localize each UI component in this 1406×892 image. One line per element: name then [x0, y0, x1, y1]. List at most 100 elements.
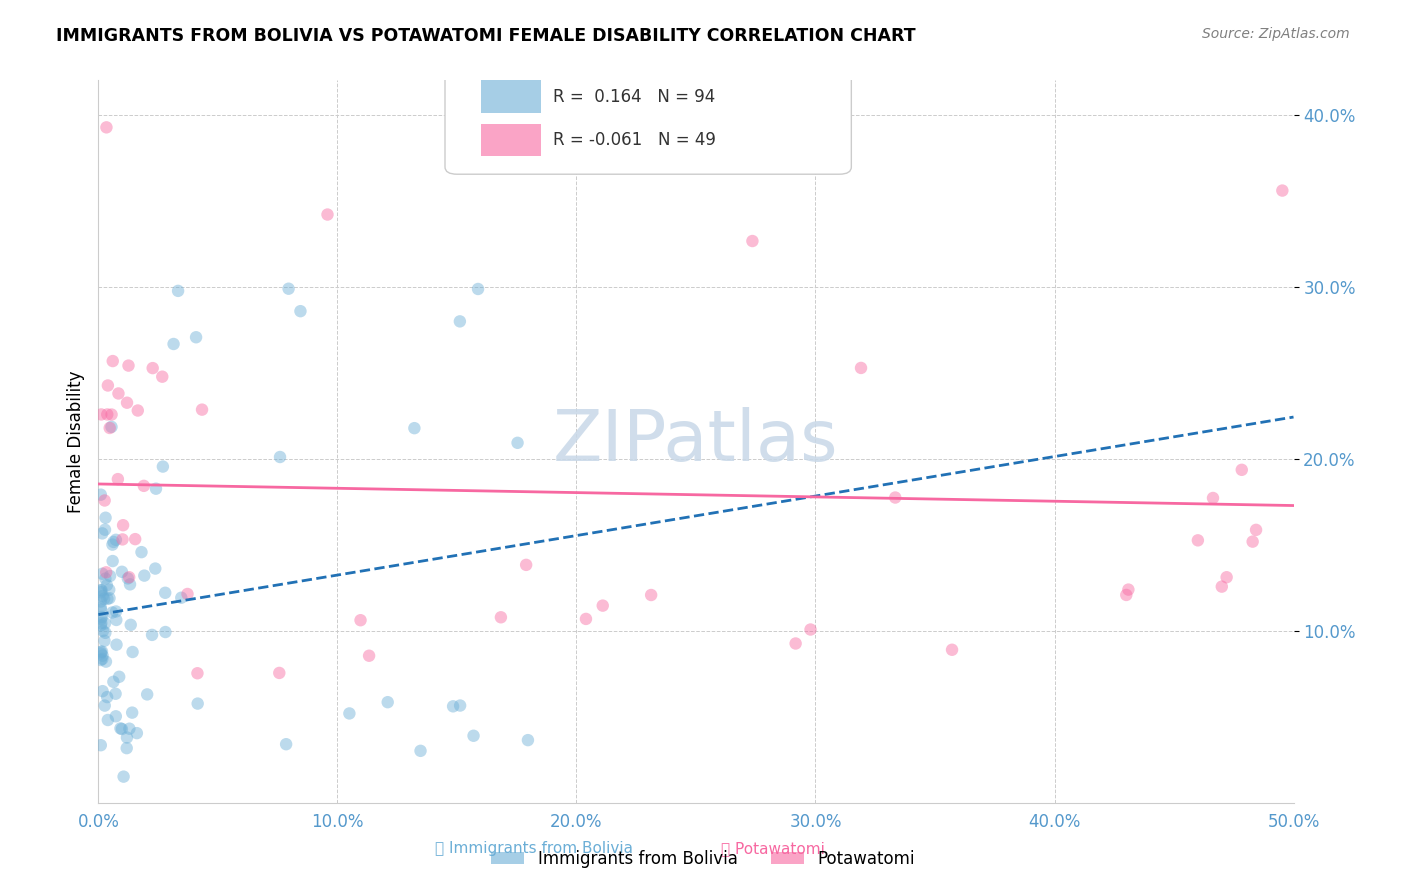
Immigrants from Bolivia — [98, 569, 121, 583]
Immigrants from Bolivia — [152, 459, 174, 474]
Immigrants from Bolivia — [143, 561, 166, 575]
Potawatomi — [96, 566, 118, 580]
Potawatomi — [127, 403, 149, 417]
Potawatomi — [101, 354, 124, 368]
Immigrants from Bolivia — [170, 591, 193, 605]
Immigrants from Bolivia — [101, 554, 124, 568]
Immigrants from Bolivia — [134, 568, 156, 582]
Text: R = -0.061   N = 49: R = -0.061 N = 49 — [553, 131, 716, 149]
Y-axis label: Female Disability: Female Disability — [66, 370, 84, 513]
Immigrants from Bolivia — [90, 645, 112, 659]
Immigrants from Bolivia — [90, 583, 112, 598]
Immigrants from Bolivia — [90, 618, 112, 632]
Potawatomi — [592, 599, 614, 613]
Immigrants from Bolivia — [91, 652, 114, 666]
Immigrants from Bolivia — [103, 535, 125, 549]
Immigrants from Bolivia — [100, 420, 122, 434]
Potawatomi — [1187, 533, 1209, 548]
Immigrants from Bolivia — [91, 684, 114, 698]
Immigrants from Bolivia — [121, 645, 143, 659]
Potawatomi — [1115, 588, 1137, 602]
Immigrants from Bolivia — [506, 435, 529, 450]
Potawatomi — [98, 421, 121, 435]
Text: ZIPatlas: ZIPatlas — [553, 407, 839, 476]
Immigrants from Bolivia — [110, 722, 132, 736]
Immigrants from Bolivia — [94, 510, 117, 524]
Immigrants from Bolivia — [90, 610, 112, 624]
Potawatomi — [316, 208, 339, 222]
Immigrants from Bolivia — [108, 670, 131, 684]
Potawatomi — [849, 360, 872, 375]
Immigrants from Bolivia — [131, 545, 153, 559]
Immigrants from Bolivia — [145, 482, 167, 496]
Immigrants from Bolivia — [90, 738, 112, 752]
Immigrants from Bolivia — [97, 713, 120, 727]
Potawatomi — [1230, 463, 1253, 477]
Immigrants from Bolivia — [104, 709, 127, 723]
Potawatomi — [107, 472, 129, 486]
Potawatomi — [97, 378, 120, 392]
Potawatomi — [269, 665, 291, 680]
Immigrants from Bolivia — [167, 284, 190, 298]
Immigrants from Bolivia — [105, 638, 128, 652]
Potawatomi — [96, 408, 118, 422]
Potawatomi — [96, 120, 118, 135]
Potawatomi — [1118, 582, 1140, 597]
Bar — [481, 80, 541, 112]
Immigrants from Bolivia — [91, 648, 114, 663]
Potawatomi — [150, 369, 173, 384]
Immigrants from Bolivia — [93, 633, 115, 648]
Immigrants from Bolivia — [409, 744, 432, 758]
Immigrants from Bolivia — [136, 687, 159, 701]
Potawatomi — [117, 359, 139, 373]
Immigrants from Bolivia — [449, 698, 471, 713]
Potawatomi — [640, 588, 662, 602]
Potawatomi — [142, 361, 165, 376]
Potawatomi — [90, 408, 112, 422]
Immigrants from Bolivia — [91, 566, 114, 581]
Immigrants from Bolivia — [91, 589, 114, 603]
Immigrants from Bolivia — [463, 729, 485, 743]
Immigrants from Bolivia — [118, 577, 141, 591]
Immigrants from Bolivia — [94, 572, 117, 586]
Potawatomi — [118, 570, 141, 584]
Immigrants from Bolivia — [184, 330, 207, 344]
Immigrants from Bolivia — [101, 538, 124, 552]
Immigrants from Bolivia — [121, 706, 143, 720]
Potawatomi — [132, 479, 155, 493]
Text: IMMIGRANTS FROM BOLIVIA VS POTAWATOMI FEMALE DISABILITY CORRELATION CHART: IMMIGRANTS FROM BOLIVIA VS POTAWATOMI FE… — [56, 27, 915, 45]
Immigrants from Bolivia — [269, 450, 291, 464]
Potawatomi — [575, 612, 598, 626]
Immigrants from Bolivia — [516, 733, 538, 747]
Immigrants from Bolivia — [467, 282, 489, 296]
Immigrants from Bolivia — [118, 722, 141, 736]
Immigrants from Bolivia — [120, 617, 142, 632]
Potawatomi — [186, 666, 208, 681]
Potawatomi — [107, 386, 129, 401]
Text: ⬛ Potawatomi: ⬛ Potawatomi — [721, 841, 825, 856]
Immigrants from Bolivia — [377, 695, 399, 709]
Potawatomi — [741, 234, 763, 248]
Immigrants from Bolivia — [125, 726, 148, 740]
Immigrants from Bolivia — [90, 488, 112, 502]
Immigrants from Bolivia — [441, 699, 464, 714]
Potawatomi — [489, 610, 512, 624]
Immigrants from Bolivia — [112, 770, 135, 784]
Potawatomi — [884, 491, 907, 505]
Potawatomi — [112, 518, 135, 533]
Text: R =  0.164   N = 94: R = 0.164 N = 94 — [553, 88, 714, 106]
Potawatomi — [1241, 534, 1264, 549]
Immigrants from Bolivia — [96, 690, 118, 704]
Immigrants from Bolivia — [90, 602, 112, 616]
Immigrants from Bolivia — [290, 304, 312, 318]
Immigrants from Bolivia — [111, 565, 134, 579]
Immigrants from Bolivia — [117, 571, 139, 585]
Immigrants from Bolivia — [93, 591, 115, 606]
Potawatomi — [1211, 580, 1233, 594]
Potawatomi — [1202, 491, 1225, 505]
Immigrants from Bolivia — [91, 644, 114, 658]
Potawatomi — [176, 587, 198, 601]
Text: Source: ZipAtlas.com: Source: ZipAtlas.com — [1202, 27, 1350, 41]
Text: ⬛ Immigrants from Bolivia: ⬛ Immigrants from Bolivia — [436, 841, 633, 856]
Immigrants from Bolivia — [104, 533, 127, 547]
